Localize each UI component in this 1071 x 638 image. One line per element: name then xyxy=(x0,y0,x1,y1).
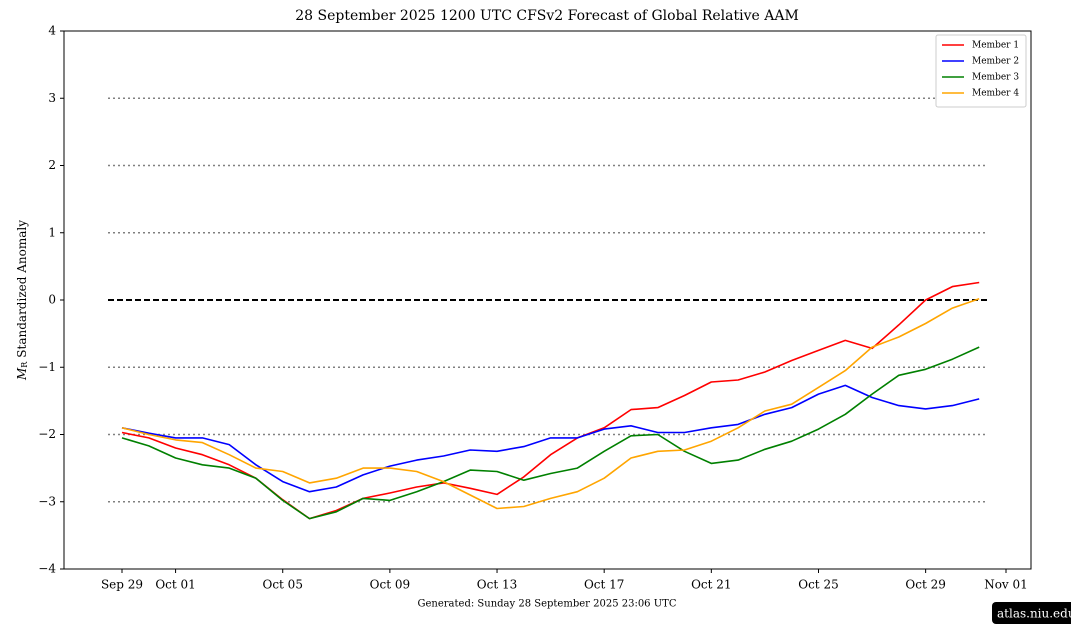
series-line xyxy=(121,297,980,510)
legend-label: Member 4 xyxy=(972,89,1019,99)
x-tick-label: Oct 25 xyxy=(798,578,838,592)
y-tick-label: 0 xyxy=(48,293,56,307)
legend-label: Member 2 xyxy=(972,57,1019,67)
x-tick-label: Sep 29 xyxy=(101,578,143,592)
x-tick-label: Oct 21 xyxy=(691,578,731,592)
x-tick-label: Oct 29 xyxy=(905,578,945,592)
series-line xyxy=(121,281,980,520)
y-tick-label: −4 xyxy=(38,562,56,576)
y-axis-label: MR Standardized Anomaly xyxy=(15,220,30,381)
y-tick-label: −3 xyxy=(38,494,56,508)
footer: Generated: Sunday 28 September 2025 23:0… xyxy=(418,599,677,610)
y-tick-label: −1 xyxy=(38,360,56,374)
x-tick-label: Oct 17 xyxy=(584,578,624,592)
x-tick-label: Oct 05 xyxy=(262,578,302,592)
y-label-subscript: R xyxy=(20,361,29,368)
y-tick-label: −2 xyxy=(38,427,56,441)
y-tick-label: 4 xyxy=(48,24,56,38)
y-label-symbol: M xyxy=(15,367,29,381)
y-tick-label: 2 xyxy=(48,158,56,172)
x-tick-label: Oct 09 xyxy=(370,578,410,592)
legend-label: Member 3 xyxy=(972,73,1019,83)
legend-box xyxy=(935,34,1027,108)
y-tick-label: 1 xyxy=(48,225,56,239)
x-tick-label: Oct 13 xyxy=(477,578,517,592)
x-tick-label: Oct 01 xyxy=(155,578,195,592)
series-line xyxy=(121,346,980,520)
y-tick-label: 3 xyxy=(48,91,56,105)
badge: atlas.niu.edu xyxy=(997,607,1071,621)
badge-box xyxy=(992,602,1071,624)
series-line xyxy=(121,384,980,493)
legend-label: Member 1 xyxy=(972,41,1019,51)
x-tick-label: Nov 01 xyxy=(984,578,1028,592)
y-label-text: Standardized Anomaly xyxy=(15,220,29,358)
chart-title: 28 September 2025 1200 UTC CFSv2 Forecas… xyxy=(295,8,799,24)
